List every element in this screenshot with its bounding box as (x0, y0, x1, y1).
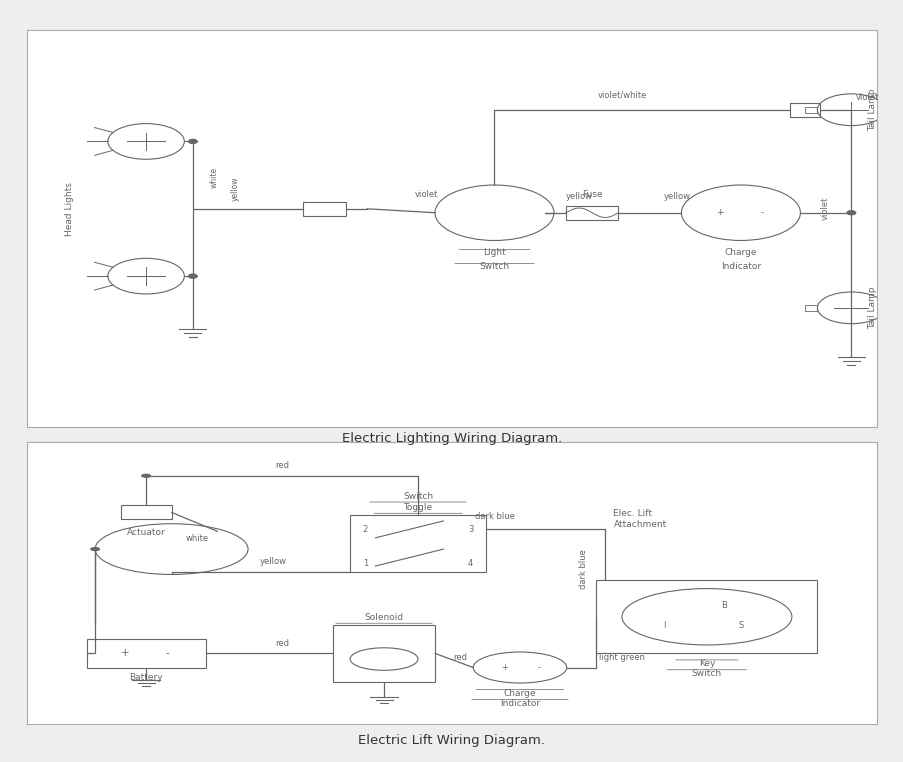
Text: Charge: Charge (724, 248, 757, 258)
Bar (565, 206, 618, 220)
Text: yellow: yellow (260, 557, 287, 566)
Bar (804, 305, 816, 311)
Text: violet/white: violet/white (597, 91, 646, 100)
Text: red: red (453, 653, 467, 662)
Text: Toggle: Toggle (403, 504, 433, 513)
Text: Switch: Switch (479, 262, 509, 271)
Text: Switch: Switch (691, 669, 721, 678)
Text: -: - (165, 648, 169, 658)
Text: Tail Lamp: Tail Lamp (868, 88, 877, 131)
Bar (332, 625, 434, 682)
Text: white: white (209, 167, 219, 187)
Bar (303, 202, 346, 216)
Text: B: B (721, 601, 726, 610)
Text: Electric Lift Wiring Diagram.: Electric Lift Wiring Diagram. (358, 734, 545, 748)
Text: Solenoid: Solenoid (364, 613, 403, 623)
Text: yellow: yellow (663, 192, 690, 201)
Text: dark blue: dark blue (578, 549, 587, 589)
Text: Head Lights: Head Lights (65, 182, 74, 235)
Text: S: S (738, 621, 743, 629)
Text: Indicator: Indicator (720, 262, 760, 271)
Text: Tail Lamp: Tail Lamp (868, 287, 877, 329)
Bar (87, 639, 205, 668)
Text: I: I (663, 621, 665, 629)
Text: white: white (185, 534, 209, 543)
Text: red: red (275, 461, 289, 470)
Circle shape (142, 475, 150, 477)
Bar (804, 107, 816, 113)
Circle shape (189, 274, 197, 278)
Text: dark blue: dark blue (474, 512, 514, 521)
Circle shape (90, 548, 99, 550)
Text: 3: 3 (468, 525, 473, 534)
Circle shape (846, 211, 855, 215)
Text: Battery: Battery (129, 673, 163, 682)
Text: Charge: Charge (503, 689, 535, 698)
Text: yellow: yellow (565, 192, 592, 201)
Text: -: - (759, 208, 763, 217)
Text: 1: 1 (362, 559, 368, 568)
Text: +: + (500, 663, 507, 672)
Bar (789, 103, 819, 117)
Text: Elec. Lift: Elec. Lift (613, 509, 652, 518)
Text: +: + (715, 208, 722, 217)
Text: +: + (120, 648, 129, 658)
Bar (120, 505, 172, 520)
Text: Attachment: Attachment (613, 520, 666, 530)
Text: violet: violet (414, 190, 438, 199)
Text: 2: 2 (362, 525, 368, 534)
Text: -: - (536, 663, 540, 672)
Text: Electric Lighting Wiring Diagram.: Electric Lighting Wiring Diagram. (341, 431, 562, 445)
Text: red: red (275, 639, 289, 648)
Text: light green: light green (599, 653, 644, 662)
Text: Light: Light (482, 248, 506, 258)
Bar (349, 515, 486, 572)
Text: yellow: yellow (231, 177, 240, 201)
Text: violet: violet (854, 93, 878, 102)
Circle shape (189, 139, 197, 143)
Text: violet: violet (820, 197, 829, 220)
Text: Switch: Switch (403, 492, 433, 501)
Text: Key: Key (698, 659, 714, 668)
Bar (596, 580, 816, 654)
Text: Actuator: Actuator (126, 528, 165, 537)
Text: Fuse: Fuse (582, 190, 602, 199)
Text: Indicator: Indicator (499, 699, 539, 708)
Text: 4: 4 (468, 559, 473, 568)
